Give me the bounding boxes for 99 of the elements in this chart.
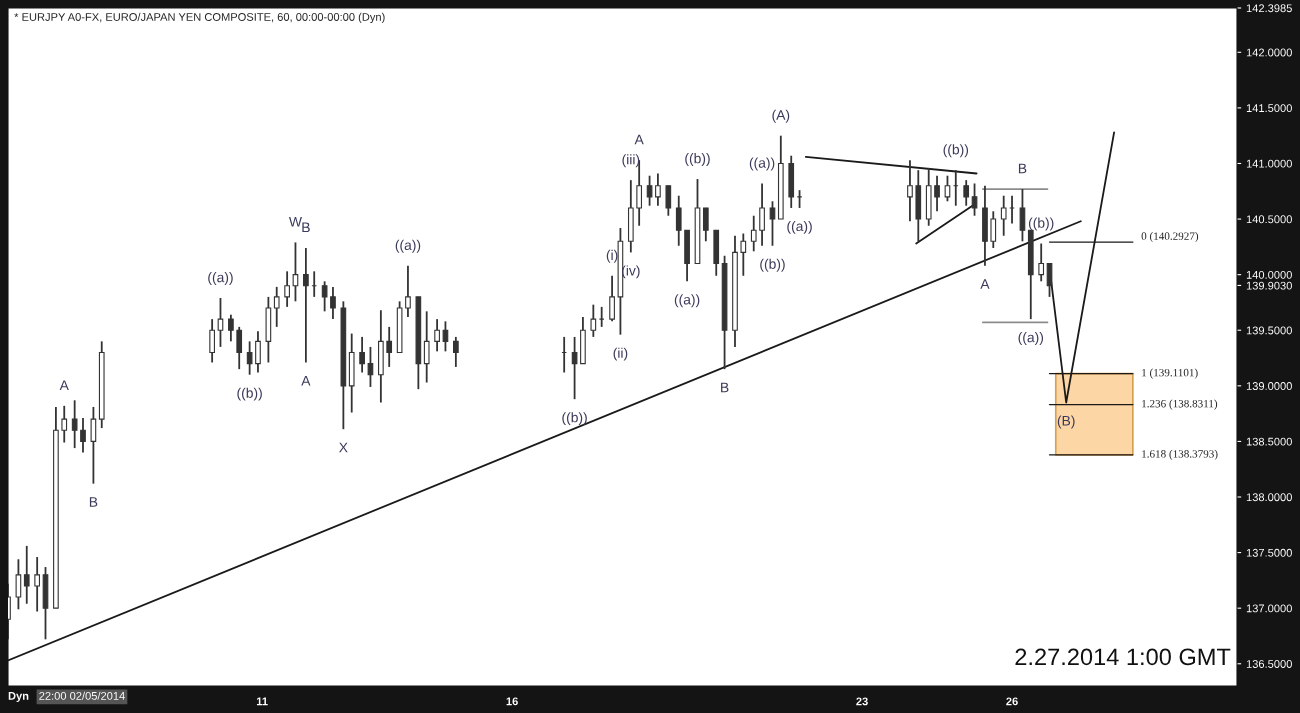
annotation: ((a)) xyxy=(787,220,812,234)
annotation: ((b)) xyxy=(685,153,710,167)
y-tick-label: 139.5000 xyxy=(1246,326,1292,335)
candlestick xyxy=(284,270,290,308)
candlestick xyxy=(990,210,997,249)
candlestick xyxy=(303,247,309,364)
candlestick xyxy=(71,399,78,449)
y-tick-label: 141.5000 xyxy=(1246,104,1292,113)
candlestick xyxy=(907,159,913,223)
annotation: B xyxy=(302,222,310,233)
ref-line-label: 1 (139.1101) xyxy=(1142,368,1198,379)
candlestick xyxy=(571,336,578,401)
chart-title: * EURJPY A0-FX, EURO/JAPAN YEN COMPOSITE, 60, 00:00-00:00 (Dyn) xyxy=(14,12,385,24)
candlestick xyxy=(442,320,449,353)
candlestick xyxy=(750,214,757,253)
candlestick xyxy=(246,340,253,376)
candlestick xyxy=(598,305,605,328)
annotation: W xyxy=(288,217,302,227)
candlestick xyxy=(1019,188,1026,243)
candlestick xyxy=(209,318,215,364)
x-tick-label: 26 xyxy=(1006,697,1018,706)
candlestick xyxy=(646,174,653,207)
annotation: ((b)) xyxy=(943,144,969,158)
candlestick xyxy=(359,336,365,374)
candlestick xyxy=(273,285,280,328)
y-tick-label: 140.5000 xyxy=(1246,215,1292,224)
annotation: A xyxy=(59,380,69,390)
candlestick xyxy=(405,264,411,318)
annotation: B xyxy=(721,382,729,393)
candlestick xyxy=(702,207,709,243)
candlestick xyxy=(80,417,86,454)
y-tick-label: 137.0000 xyxy=(1246,604,1292,613)
y-tick-label: 138.0000 xyxy=(1246,493,1292,502)
annotation: (B) xyxy=(1057,415,1075,429)
x-tick-label: 16 xyxy=(506,697,518,706)
annotation: B xyxy=(1018,163,1027,174)
candlestick xyxy=(386,326,393,368)
candlestick xyxy=(609,274,615,323)
candlestick xyxy=(34,556,41,613)
candlestick xyxy=(321,280,328,313)
candlestick xyxy=(15,558,22,611)
annotation: (A) xyxy=(772,109,790,123)
x-tick-label: 23 xyxy=(856,697,868,706)
candlestick xyxy=(217,297,224,348)
annotation: ((b)) xyxy=(760,258,785,272)
annotation: A xyxy=(980,279,990,289)
ref-line-label: 0 (140.2927) xyxy=(1141,232,1199,243)
annotation: (ii) xyxy=(613,347,628,361)
y-tick-label: 136.5000 xyxy=(1246,660,1292,668)
candlestick xyxy=(963,179,970,207)
y-tick-label: 138.5000 xyxy=(1246,437,1292,446)
candlestick xyxy=(655,172,661,207)
candlestick xyxy=(236,326,243,371)
ref-line-label: 1.618 (138.3793) xyxy=(1142,449,1218,460)
annotation: ((a)) xyxy=(395,239,421,253)
candlestick xyxy=(1000,194,1007,237)
annotation: B xyxy=(89,497,98,507)
candlestick xyxy=(423,310,430,384)
candlestick xyxy=(934,174,940,213)
annotation: ((b)) xyxy=(237,387,262,401)
y-tick-label: 142.3985 xyxy=(1246,4,1292,13)
y-tick-label: 137.5000 xyxy=(1246,548,1292,557)
candlestick xyxy=(61,404,68,444)
candlestick xyxy=(759,182,765,247)
candlestick xyxy=(90,406,97,485)
candlestick xyxy=(1038,242,1045,283)
annotation: (i) xyxy=(606,249,618,263)
candlestick xyxy=(769,200,776,247)
annotation: 2.27.2014 1:00 GMT xyxy=(1015,648,1231,666)
annotation: ((a)) xyxy=(1018,332,1044,346)
ref-line-label: 1.236 (138.8311) xyxy=(1142,399,1218,410)
annotation: ((a)) xyxy=(674,294,700,308)
y-tick-label: 140.0000 xyxy=(1246,270,1292,279)
annotation: ((b)) xyxy=(562,412,587,426)
x-tick-label: 11 xyxy=(256,697,268,706)
candlestick xyxy=(590,303,597,338)
annotation: A xyxy=(301,375,311,386)
y-tick-label: 141.0000 xyxy=(1246,159,1292,168)
text: Dyn xyxy=(8,692,29,703)
annotation: (iii) xyxy=(622,154,640,168)
candlestick xyxy=(453,336,459,368)
text: 22:00 02/05/2014 xyxy=(39,691,125,700)
y-tick-label: 142.0000 xyxy=(1246,48,1292,57)
candlestick xyxy=(434,318,440,353)
candlestick xyxy=(228,313,234,343)
candlestick xyxy=(255,330,261,374)
annotation: ((a)) xyxy=(749,157,775,171)
candlestick xyxy=(665,184,672,217)
candlestick xyxy=(675,194,682,247)
annotation: ((a)) xyxy=(208,272,233,286)
y-tick-label: 139.0000 xyxy=(1246,382,1292,390)
annotation: X xyxy=(339,442,348,453)
annotation: ((b)) xyxy=(1028,217,1054,231)
candlestick xyxy=(971,182,978,217)
y-tick-label: 139.9030 xyxy=(1246,281,1292,290)
candlestick xyxy=(23,545,30,605)
candlestick xyxy=(740,232,747,277)
annotation: A xyxy=(634,134,644,145)
candlestick xyxy=(330,285,336,321)
